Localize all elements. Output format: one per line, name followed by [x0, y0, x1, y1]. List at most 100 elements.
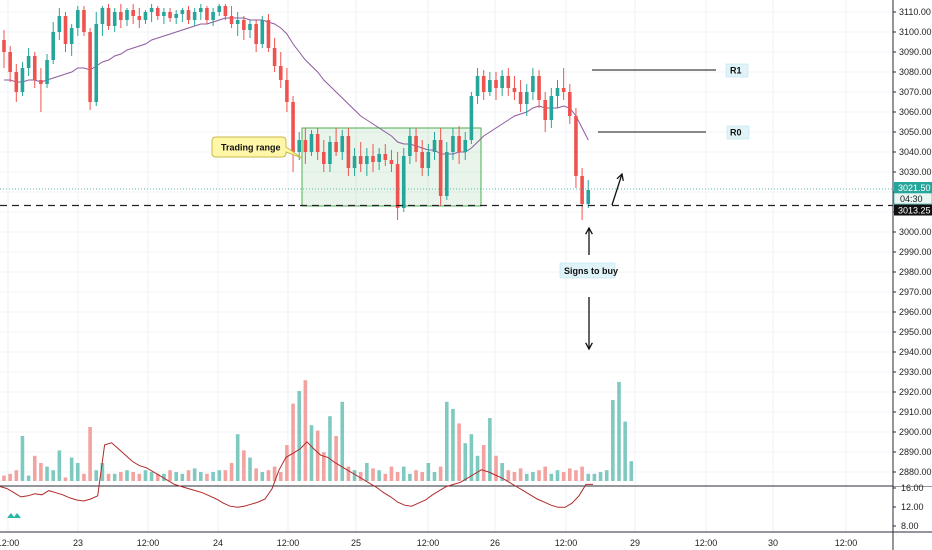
- volume-bar: [395, 472, 400, 481]
- candle-body: [383, 154, 388, 160]
- candle-body: [162, 12, 166, 16]
- time-tick-label: 30: [768, 538, 778, 548]
- volume-bar: [112, 473, 117, 481]
- candle: [322, 140, 326, 172]
- volume-bar: [266, 470, 271, 481]
- volume-bar: [180, 473, 185, 481]
- r1-label-box: [725, 63, 749, 78]
- price-axis[interactable]: 3110.00 3100.00 3090.00 3080.00 3070.00 3060.…: [892, 0, 932, 550]
- volume-bar: [174, 472, 178, 481]
- candle-body: [192, 12, 197, 20]
- volume-bar: [549, 473, 554, 481]
- candle: [8, 46, 12, 82]
- candle: [278, 52, 283, 88]
- candle: [561, 68, 566, 100]
- candle-body: [451, 136, 455, 152]
- candle-body: [186, 10, 191, 20]
- candle-body: [20, 68, 25, 92]
- candle-body: [76, 10, 80, 28]
- logo-badge: [6, 508, 22, 524]
- price-tick-label: 2920.00: [899, 387, 932, 397]
- candle: [149, 4, 154, 22]
- price-tick-label: 3040.00: [899, 147, 932, 157]
- candle: [119, 4, 123, 28]
- candle: [512, 76, 517, 100]
- candle: [20, 62, 25, 96]
- price-tick-label: 2970.00: [899, 287, 932, 297]
- volume-bar: [199, 472, 203, 481]
- level-lines[interactable]: R1 R0: [0, 63, 893, 207]
- candle: [155, 6, 160, 20]
- candle: [457, 126, 461, 164]
- price-tick-label: 3090.00: [899, 47, 932, 57]
- candle-body: [45, 60, 49, 84]
- volume-bar: [88, 427, 92, 481]
- candle-body: [199, 8, 203, 12]
- candle-body: [518, 92, 523, 104]
- volume-bar: [51, 470, 55, 481]
- volume-bar: [617, 382, 621, 481]
- volume-bar: [592, 473, 597, 481]
- candle: [358, 142, 363, 172]
- volume-bar: [297, 391, 301, 481]
- candle-body: [512, 88, 517, 92]
- volume-bar: [481, 445, 486, 481]
- candle: [260, 16, 265, 48]
- candle-body: [291, 102, 295, 152]
- candle-body: [32, 56, 37, 80]
- volume-bar: [248, 457, 252, 481]
- volume-bar: [401, 466, 406, 481]
- candle: [100, 6, 105, 36]
- volume-bar: [352, 470, 357, 481]
- time-tick-label: 12:00: [137, 538, 160, 548]
- candle: [340, 130, 345, 160]
- volume-bar: [629, 461, 634, 481]
- volume-bar: [518, 468, 523, 481]
- time-axis[interactable]: 12:00 23 12:00 24 12:00 25 12:00 26 12:00 29 12:00…: [0, 538, 857, 548]
- candle: [63, 12, 68, 52]
- candle-body: [414, 136, 418, 152]
- level-label: 3013.25: [898, 206, 931, 216]
- volume-bar: [531, 472, 535, 481]
- price-tick-label: 3070.00: [899, 87, 932, 97]
- volume-bar: [463, 443, 468, 481]
- candle: [143, 10, 148, 24]
- candle: [309, 130, 314, 156]
- signs-to-buy-box: [559, 262, 616, 279]
- candle-body: [272, 48, 277, 66]
- candle-body: [561, 88, 566, 92]
- candle-body: [106, 8, 111, 26]
- candle: [82, 6, 86, 36]
- candle: [346, 128, 351, 176]
- candle-body: [401, 156, 406, 208]
- price-tick-label: 2880.00: [899, 467, 932, 477]
- volume-bar: [211, 472, 215, 481]
- candle-body: [223, 6, 228, 16]
- candle: [217, 4, 222, 16]
- candle: [211, 8, 215, 26]
- candle: [315, 128, 320, 160]
- candle: [112, 8, 117, 32]
- logo-icon: [7, 513, 21, 518]
- price-tick-label: 2960.00: [899, 307, 932, 317]
- candle-body: [469, 96, 474, 140]
- volume-bar: [205, 473, 209, 481]
- candle: [192, 8, 197, 26]
- volume-bar: [192, 468, 197, 481]
- candle-body: [438, 140, 443, 196]
- volume-bar: [524, 473, 529, 481]
- price-tick-label: 2930.00: [899, 367, 932, 377]
- candle: [518, 80, 523, 112]
- candle-body: [137, 16, 142, 20]
- volume-bar: [309, 425, 314, 481]
- candle-body: [481, 76, 486, 92]
- candle-body: [408, 136, 412, 156]
- candle: [174, 10, 178, 24]
- candle: [580, 168, 584, 220]
- time-tick-label: 12:00: [0, 538, 19, 548]
- volume-bar: [69, 457, 74, 481]
- candlesticks[interactable]: [2, 4, 591, 220]
- candle-body: [322, 152, 326, 164]
